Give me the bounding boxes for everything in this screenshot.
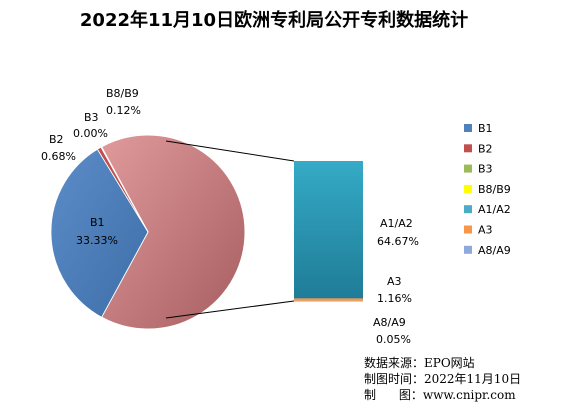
bar-segment-a8a9	[294, 300, 363, 302]
bar-of-pie	[294, 161, 363, 302]
label-B8B9-value: 0.12%	[106, 104, 141, 117]
label-B1-value: 33.33%	[76, 234, 118, 247]
legend-swatch-a3	[464, 225, 472, 234]
legend-swatch-b1	[464, 124, 472, 132]
author-line: 制 图：www.cnipr.com	[364, 388, 516, 402]
label-B1-name: B1	[90, 216, 105, 229]
legend-label-a3: A3	[478, 224, 493, 237]
label-B2-value: 0.68%	[41, 150, 76, 163]
label-B3-name: B3	[84, 111, 99, 124]
connector-bottom	[165, 300, 295, 319]
label-B2-name: B2	[49, 133, 64, 146]
legend-label-a8a9: A8/A9	[478, 244, 511, 257]
legend-swatch-b8b9	[464, 184, 472, 193]
legend-label-b2: B2	[478, 142, 493, 155]
data-labels: B1 33.33% B2 0.68% B3 0.00% B8/B9 0.12% …	[41, 87, 419, 346]
pie-slice-b8b9	[100, 146, 149, 233]
connector-lines	[165, 140, 295, 319]
label-A1A2-value: 64.67%	[377, 235, 419, 248]
label-A8A9-value: 0.05%	[376, 333, 411, 346]
legend-swatch-b2	[464, 144, 472, 153]
legend-swatch-b3	[464, 164, 472, 173]
legend-label-b3: B3	[478, 163, 493, 176]
bar-segment-a1a2	[294, 161, 363, 299]
legend-label-b1: B1	[478, 122, 493, 135]
label-B8B9-name: B8/B9	[106, 87, 139, 100]
pie-slice-b1	[50, 148, 149, 318]
label-A3-name: A3	[387, 275, 402, 288]
chart-title: 2022年11月10日欧洲专利局公开专利数据统计	[80, 9, 468, 31]
date-line: 制图时间：2022年11月10日	[364, 372, 521, 386]
legend: B1 B2 B3 B8/B9 A1/A2 A3 A8/A9	[464, 122, 511, 257]
label-A3-value: 1.16%	[377, 292, 412, 305]
legend-swatch-a1a2	[464, 205, 472, 214]
connector-top	[165, 140, 295, 162]
label-B3-value: 0.00%	[73, 127, 108, 140]
source-line: 数据来源：EPO网站	[364, 355, 475, 370]
legend-label-a1a2: A1/A2	[478, 203, 511, 216]
bar-segment-a3	[294, 298, 363, 301]
label-A8A9-name: A8/A9	[373, 316, 406, 329]
label-A1A2-name: A1/A2	[380, 217, 413, 230]
pie	[50, 134, 246, 330]
legend-label-b8b9: B8/B9	[478, 183, 511, 196]
pie-slice-other	[100, 134, 246, 330]
legend-swatch-a8a9	[464, 245, 472, 254]
source-note: 数据来源：EPO网站 制图时间：2022年11月10日 制 图：www.cnip…	[364, 355, 521, 402]
